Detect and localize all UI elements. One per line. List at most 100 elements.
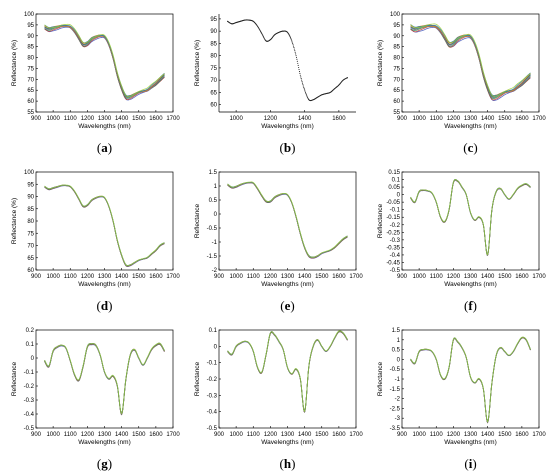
- x-tick-label: 900: [31, 432, 42, 438]
- x-tick-label: 1600: [332, 116, 346, 122]
- y-tick-label: -0.4: [390, 253, 401, 259]
- chart-d: 900 1000 1100 1200 1300 1400 1500 1600 1700 60 65 7…: [11, 170, 180, 288]
- data-point: [306, 95, 308, 97]
- x-tick-label: 1000: [229, 116, 243, 122]
- panel-caption-letter: b: [283, 140, 292, 155]
- spectrum-line: [227, 330, 348, 412]
- x-tick-label: 1100: [430, 116, 444, 122]
- y-tick-label: 1: [397, 338, 401, 344]
- spectrum-line: [44, 343, 165, 416]
- y-tick-label: 0.5: [209, 198, 218, 204]
- series-group: [227, 19, 348, 102]
- y-tick-label: 75: [27, 231, 34, 237]
- x-tick-label: 1200: [81, 432, 95, 438]
- series-group: [410, 178, 531, 256]
- y-axis-label: Reflectance (%): [11, 40, 18, 86]
- series-group: [44, 184, 165, 268]
- x-tick-label: 1600: [515, 116, 529, 122]
- y-tick-label: -0.1: [207, 361, 218, 367]
- spectrum-line: [227, 331, 348, 413]
- y-tick-label: -0.35: [386, 245, 400, 251]
- x-axis-label: Wavelengths (nm): [261, 439, 314, 446]
- y-tick-label: 0.5: [392, 348, 401, 354]
- data-point: [298, 69, 300, 71]
- chart-a: 900 1000 1100 1200 1300 1400 1500 1600 1700 55 60 6…: [11, 12, 180, 130]
- y-tick-label: 70: [27, 244, 34, 250]
- spectrum-line: [44, 343, 165, 416]
- chart-b: 1000 1200 1400 1600 60 65 70 75 80 85 90 95 Waveleng…: [194, 14, 356, 130]
- series-group: [44, 342, 165, 416]
- x-tick-label: 1400: [115, 116, 129, 122]
- x-axis-label: Wavelengths (nm): [78, 281, 131, 288]
- x-tick-label: 1100: [430, 432, 444, 438]
- y-axis-label: Reflectance (%): [377, 40, 384, 86]
- spectrum-line: [44, 342, 165, 415]
- chart-panel-e: 900 1000 1100 1200 1300 1400 1500 1600 1700 -2 -1.…: [183, 158, 366, 316]
- y-tick-label: -1.5: [390, 387, 401, 393]
- spectrum-line: [227, 330, 348, 413]
- y-tick-label: 80: [27, 219, 34, 225]
- series-group: [410, 336, 531, 424]
- y-tick-label: 65: [27, 256, 34, 262]
- spectrum-line: [227, 331, 348, 413]
- panel-caption: (h): [279, 456, 296, 471]
- y-tick-label: 0: [397, 193, 401, 199]
- y-tick-label: 90: [210, 29, 217, 35]
- y-tick-label: 65: [27, 88, 34, 94]
- x-tick-label: 1200: [447, 432, 461, 438]
- spectrum-line: [44, 343, 165, 416]
- x-axis-label: Wavelengths (nm): [444, 439, 497, 446]
- chart-panel-c: 900 1000 1100 1200 1300 1400 1500 1600 1700 55 60 6…: [366, 0, 549, 158]
- data-point: [299, 74, 301, 76]
- chart-panel-f: 900 1000 1100 1200 1300 1400 1500 1600 1700 -0.5 -…: [366, 158, 549, 316]
- x-tick-label: 900: [214, 432, 225, 438]
- spectrum-line: [227, 182, 348, 258]
- panel-caption-letter: d: [100, 298, 109, 313]
- data-point: [262, 34, 264, 36]
- x-tick-label: 1700: [349, 432, 363, 438]
- data-point: [262, 36, 265, 38]
- y-tick-label: 1.5: [392, 328, 401, 334]
- x-tick-label: 1700: [166, 274, 180, 280]
- y-tick-label: -0.5: [207, 426, 218, 432]
- x-tick-label: 1500: [315, 432, 329, 438]
- data-point: [305, 94, 307, 96]
- spectrum-line: [410, 337, 531, 424]
- data-point: [292, 45, 295, 47]
- chart-panel-d: 900 1000 1100 1200 1300 1400 1500 1600 1700 60 65 7…: [0, 158, 183, 316]
- y-axis-label: Reflectance: [11, 361, 18, 396]
- x-tick-label: 1400: [115, 432, 129, 438]
- y-tick-label: 75: [210, 66, 217, 72]
- data-point: [297, 64, 299, 66]
- x-tick-label: 1300: [98, 116, 112, 122]
- y-tick-label: 0.05: [388, 185, 400, 191]
- spectrum-line: [227, 182, 348, 258]
- y-tick-label: -0.5: [24, 426, 35, 432]
- x-tick-label: 1500: [498, 432, 512, 438]
- data-point: [304, 89, 306, 91]
- data-point: [300, 78, 302, 80]
- panel-caption: (e): [280, 298, 295, 313]
- data-point: [302, 84, 304, 86]
- x-tick-label: 1300: [281, 274, 295, 280]
- x-tick-label: 1400: [481, 116, 495, 122]
- y-tick-label: -0.25: [386, 230, 400, 236]
- data-point: [295, 55, 297, 57]
- y-tick-label: 90: [393, 34, 400, 40]
- x-tick-label: 1300: [464, 116, 478, 122]
- spectrum-line: [44, 342, 165, 415]
- spectrum-line: [227, 330, 348, 412]
- y-tick-label: 70: [27, 77, 34, 83]
- y-tick-label: 1.5: [209, 170, 218, 176]
- x-tick-label: 1700: [166, 116, 180, 122]
- y-tick-label: -0.3: [24, 398, 35, 404]
- panel-caption-letter: e: [284, 298, 291, 313]
- x-tick-label: 1500: [132, 116, 146, 122]
- spectrum-line: [44, 24, 165, 97]
- data-point: [299, 72, 301, 75]
- y-tick-label: 0: [214, 344, 218, 350]
- x-tick-label: 900: [397, 116, 408, 122]
- data-point: [294, 50, 296, 52]
- data-point: [306, 96, 308, 98]
- spectrum-line: [227, 330, 348, 413]
